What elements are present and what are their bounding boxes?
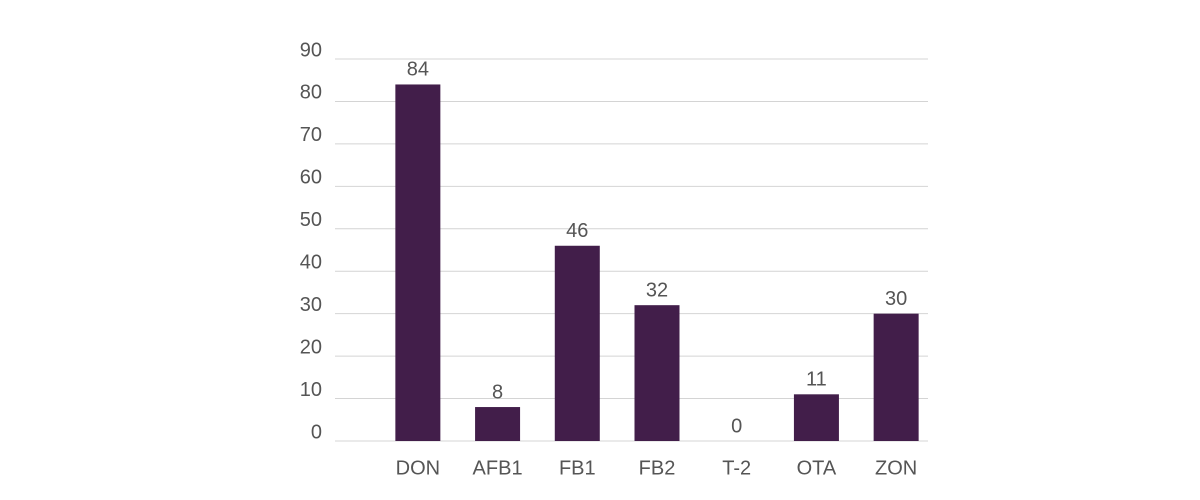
bar <box>873 313 919 441</box>
x-tick-label: AFB1 <box>473 457 523 479</box>
value-label: 8 <box>492 381 503 403</box>
value-label: 0 <box>731 415 742 437</box>
y-tick-label: 20 <box>300 336 322 358</box>
y-tick-label: 50 <box>300 209 322 231</box>
value-label: 84 <box>407 59 429 81</box>
value-label: 46 <box>566 220 588 242</box>
bar <box>395 84 441 441</box>
bar <box>634 305 680 441</box>
y-tick-label: 80 <box>300 82 322 104</box>
bar <box>554 245 600 441</box>
x-tick-label: DON <box>396 457 440 479</box>
y-tick-label: 70 <box>300 124 322 146</box>
y-tick-label: 0 <box>311 421 322 443</box>
y-tick-label: 10 <box>300 379 322 401</box>
bar <box>475 407 521 441</box>
y-tick-label: 60 <box>300 167 322 189</box>
x-tick-label: T-2 <box>722 457 751 479</box>
y-tick-label: 30 <box>300 294 322 316</box>
value-label: 30 <box>885 288 907 310</box>
y-tick-label: 40 <box>300 252 322 274</box>
x-tick-label: OTA <box>797 457 837 479</box>
x-tick-label: ZON <box>875 457 917 479</box>
bar <box>793 394 839 441</box>
y-tick-label: 90 <box>300 39 322 61</box>
value-label: 32 <box>646 279 668 301</box>
x-tick-label: FB1 <box>559 457 596 479</box>
x-tick-label: FB2 <box>639 457 676 479</box>
value-label: 11 <box>806 369 827 391</box>
